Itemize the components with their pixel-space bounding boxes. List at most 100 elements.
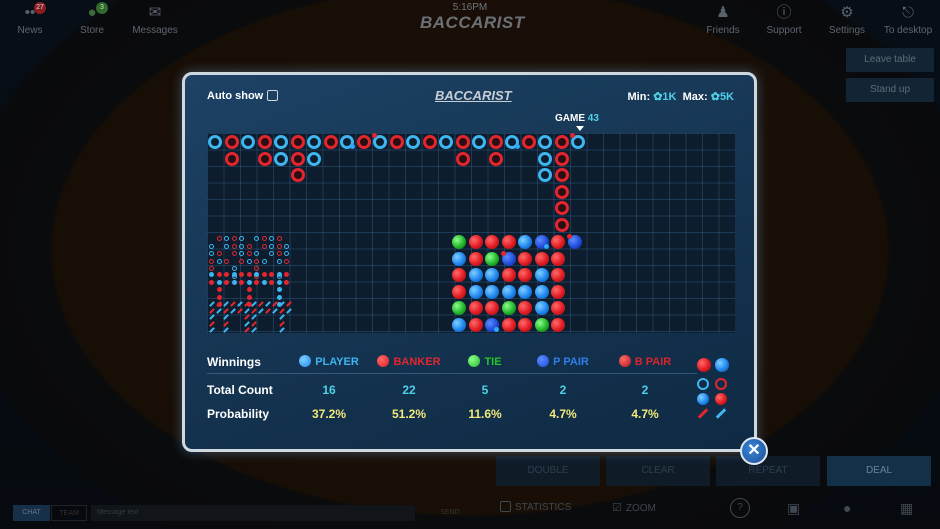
player-ring [274,135,288,149]
small-road-marker [231,272,237,277]
cockroach-road-marker [286,307,292,314]
pair-marker [566,234,572,239]
big-eye-road-marker [231,243,237,249]
big-eye-road-marker [261,258,267,264]
player-ring [538,168,552,182]
banker-header: BANKER [369,355,449,368]
nav-support[interactable]: ⓘ Support [754,4,814,36]
cockroach-road-marker [223,307,229,314]
probability-label: Probability [207,407,270,421]
player-ring [406,135,420,149]
cockroach-road-marker [244,314,250,320]
small-road-marker [254,279,259,285]
leave-table-button[interactable]: Leave table [846,48,934,72]
nav-to-desktop[interactable]: ⎋ To desktop [878,4,938,36]
small-road-marker [269,279,274,285]
repeat-button[interactable]: REPEAT [716,456,820,486]
stand-up-button[interactable]: Stand up [846,78,934,102]
double-button[interactable]: DOUBLE [496,456,600,486]
statistics-toggle[interactable]: STATISTICS [500,500,571,516]
banker-ring [554,184,569,199]
cockroach-road-marker [251,301,257,307]
chat-tab[interactable]: CHAT [13,505,50,521]
banker-dot-icon [715,393,727,405]
team-tab[interactable]: TEAM [51,505,87,521]
banker-ring [554,151,569,166]
friends-icon: ♟ [716,4,730,21]
zoom-toggle[interactable]: ☑ ZOOM [612,500,656,517]
nav-messages-label: Messages [132,25,178,36]
banker-ring [554,217,569,232]
big-eye-road-marker [261,236,267,241]
pair-marker [515,144,520,149]
small-road-marker [216,272,222,277]
deal-button[interactable]: DEAL [827,456,931,486]
bead-p [501,284,516,299]
p-pair-count: 2 [559,383,567,397]
nav-messages[interactable]: ✉ Messages [125,4,185,36]
cockroach-road-marker [251,320,257,327]
help-icon[interactable]: ? [730,498,750,518]
nav-store-label: Store [80,25,104,36]
chat-lock-icon[interactable]: ● [843,500,852,516]
store-icon: ● [87,4,97,21]
layout-icon[interactable]: ▦ [900,500,914,516]
min-value: 1K [662,91,677,103]
small-road-marker [246,287,252,292]
auto-show-toggle[interactable]: Auto show [207,90,279,102]
auto-show-checkbox[interactable] [267,90,279,101]
big-eye-road-marker [276,243,282,249]
pair-marker [494,326,499,332]
player-ring [538,151,552,166]
cockroach-road-marker [230,301,236,307]
bead-t [501,301,516,315]
bead-t [534,317,549,332]
banker-ring [455,135,470,149]
nav-friends[interactable]: ♟ Friends [693,4,753,36]
cockroach-road-marker [244,327,250,333]
close-dialog-button[interactable]: ✕ [740,437,768,465]
clear-button[interactable]: CLEAR [606,456,710,486]
player-ring [505,135,519,149]
nav-settings[interactable]: ⚙ Settings [817,4,877,36]
big-eye-road-marker [231,266,237,271]
pair-marker [500,250,506,256]
chat-message-input[interactable]: Message text [91,505,415,521]
small-road-marker [216,287,222,292]
pair-marker [372,133,377,138]
banker-ring [290,168,305,182]
cockroach-road-marker [209,307,215,314]
bead-b [518,301,532,315]
bead-t [485,251,499,266]
winnings-row: Winnings PLAYER BANKER TIE P PAIR B PAIR [207,355,737,375]
banker-ring [224,135,239,149]
statistics-checkbox[interactable] [500,501,511,512]
max-label: Max: [682,91,708,103]
cockroach-road-marker [244,320,250,327]
zoom-checkbox-checked[interactable]: ☑ [612,502,622,514]
cockroach-road-marker [279,307,285,314]
bead-p [534,268,549,282]
banker-ball-icon [377,355,390,367]
player-ball-icon [299,355,312,367]
cockroach-road-marker [223,327,229,333]
banker-probability: 51.2% [391,407,427,421]
bead-b [518,268,532,282]
news-icon: •• [24,4,36,21]
bead-b [501,268,516,282]
bead-t [452,235,466,249]
banker-ring [422,135,437,149]
banker-ring [455,151,470,166]
camera-icon[interactable]: ▣ [787,500,801,516]
cockroach-road-marker [251,327,257,333]
app-title: 5:16PM BACCARIST [420,2,524,33]
nav-store[interactable]: ● 3 Store [62,2,122,36]
big-eye-road-marker [246,258,252,264]
small-road-marker [239,279,244,285]
bead-b [551,235,565,249]
player-probability: 37.2% [311,407,347,421]
send-button[interactable]: SEND [440,509,460,516]
nav-news[interactable]: •• 27 News [0,2,60,36]
big-eye-road-marker [269,236,274,241]
banker-ring [290,135,305,149]
